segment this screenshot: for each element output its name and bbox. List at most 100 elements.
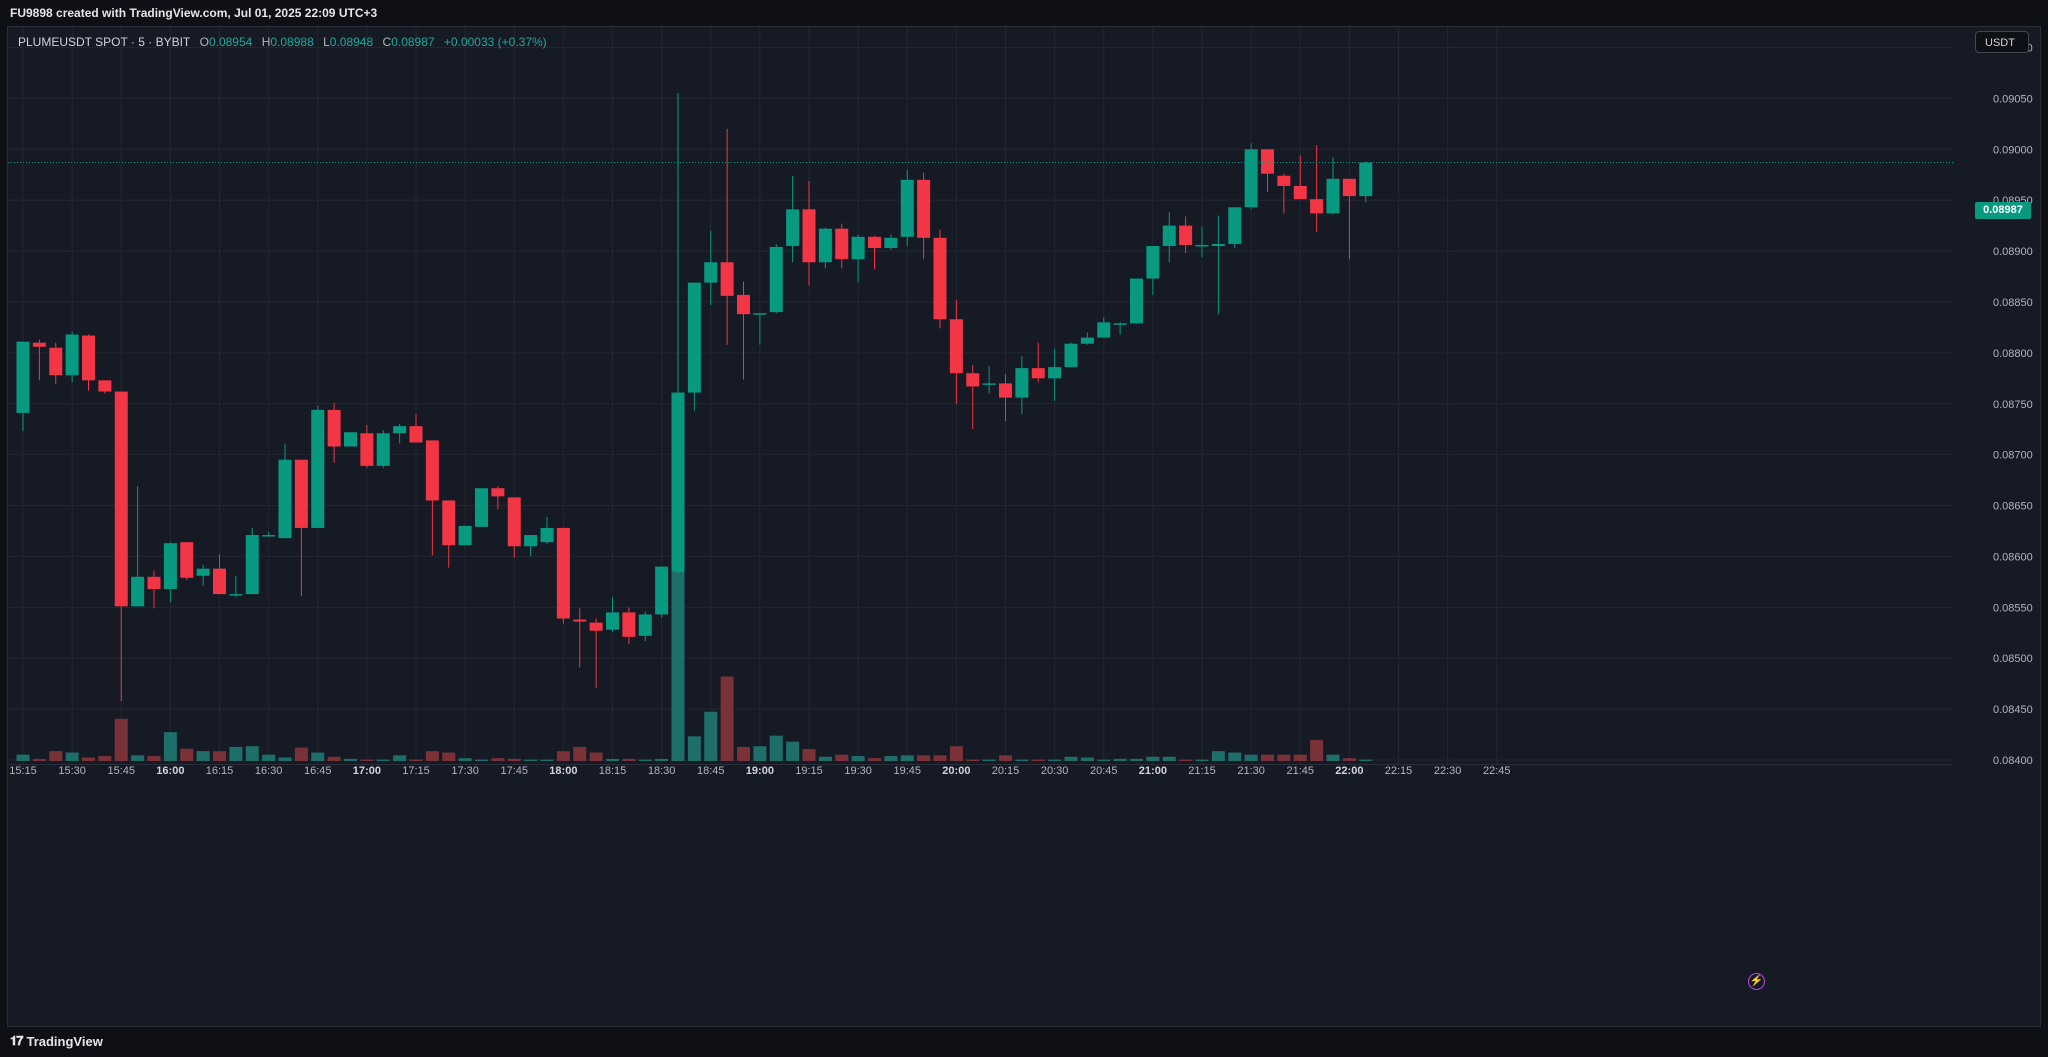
candle-body	[1130, 278, 1143, 324]
legend-open-value: 0.08954	[208, 35, 253, 49]
chart-caption: FU9898 created with TradingView.com, Jul…	[10, 6, 378, 20]
time-axis-label: 19:15	[795, 765, 823, 777]
time-axis-label: 17:15	[402, 765, 430, 777]
legend-change-value: +0.00033 (+0.37%)	[443, 35, 547, 49]
volume-bar	[802, 749, 816, 761]
volume-bar	[344, 758, 357, 761]
candle	[851, 234, 865, 283]
candle-body	[1211, 243, 1225, 246]
time-axis-label: 21:00	[1139, 765, 1167, 777]
volume-bar	[900, 755, 914, 761]
time-axis-label: 16:30	[255, 765, 283, 777]
candle-body	[1277, 175, 1291, 186]
price-axis[interactable]: 0.091000.090500.090000.089500.089000.088…	[1993, 43, 2033, 768]
time-axis-label: 22:30	[1434, 765, 1462, 777]
candle-body	[507, 497, 521, 547]
time-axis-label: 20:00	[942, 765, 970, 777]
volume-bar	[376, 759, 390, 761]
candle	[1031, 342, 1045, 383]
legend-close-label: C	[382, 35, 392, 49]
candle-body	[229, 594, 243, 596]
volume-bar	[425, 751, 439, 761]
candle	[49, 342, 63, 385]
time-axis-label: 18:00	[549, 765, 577, 777]
candle	[1113, 322, 1127, 335]
volume-bar	[818, 756, 832, 761]
candle	[65, 331, 79, 383]
price-chart[interactable]: 0.091000.090500.090000.089500.089000.088…	[8, 27, 2040, 1026]
time-axis-label: 20:30	[1041, 765, 1069, 777]
candle	[786, 175, 800, 263]
time-axis-label: 22:15	[1385, 765, 1413, 777]
time-axis-label: 17:30	[451, 765, 479, 777]
tradingview-logo-icon: 𝟏𝟕	[10, 1033, 24, 1048]
legend-symbol[interactable]: PLUMEUSDT SPOT · 5 · BYBIT	[18, 35, 191, 49]
candle-body	[949, 319, 963, 374]
chart-panel[interactable]: 0.091000.090500.090000.089500.089000.088…	[7, 26, 2041, 1027]
candle-body	[999, 383, 1012, 398]
candle	[475, 488, 488, 527]
candle-body	[638, 614, 652, 636]
volume-bar	[360, 759, 374, 761]
candle-body	[540, 527, 554, 543]
candle	[311, 405, 325, 528]
candle	[180, 542, 194, 580]
time-axis-label: 17:45	[500, 765, 528, 777]
candle-body	[1310, 199, 1324, 214]
candle-body	[982, 383, 996, 385]
candle-body	[327, 409, 341, 447]
candle-body	[868, 236, 881, 249]
candle	[1179, 216, 1193, 254]
candle-body	[769, 247, 783, 313]
candle	[589, 618, 603, 688]
tradingview-branding[interactable]: 𝟏𝟕 TradingView	[10, 1032, 103, 1050]
volume-bar	[1211, 751, 1225, 761]
candle	[622, 607, 636, 644]
candle	[213, 554, 226, 595]
candle	[818, 227, 832, 269]
volume-bar	[1064, 756, 1078, 761]
candle-body	[1015, 368, 1029, 398]
volume-bar	[851, 756, 865, 761]
candle-body	[556, 527, 570, 619]
volume-bar	[82, 757, 95, 761]
volume-bar	[737, 746, 750, 761]
price-axis-label: 0.08600	[1993, 551, 2033, 563]
candle	[114, 391, 128, 701]
volume-bar	[213, 751, 226, 761]
candle-body	[687, 282, 701, 393]
candle-body	[294, 459, 308, 528]
volume-bar	[1080, 757, 1094, 761]
candle-body	[180, 542, 194, 578]
price-axis-label: 0.08450	[1993, 704, 2033, 716]
candle	[868, 235, 881, 270]
candle	[344, 432, 357, 447]
candle-body	[900, 179, 914, 237]
candle	[393, 424, 407, 444]
time-axis-label: 17:00	[353, 765, 381, 777]
candle	[425, 440, 439, 556]
lightning-icon[interactable]: ⚡	[1748, 973, 1765, 990]
candle-body	[1293, 185, 1307, 200]
candle-body	[163, 543, 177, 589]
time-axis-label: 22:00	[1335, 765, 1363, 777]
candle	[507, 497, 521, 558]
candle-body	[1326, 178, 1340, 214]
price-axis-label: 0.08500	[1993, 653, 2033, 665]
currency-button[interactable]: USDT	[1975, 31, 2029, 53]
time-axis-label: 22:45	[1483, 765, 1511, 777]
volume-bar	[245, 746, 259, 761]
candle	[1244, 143, 1258, 210]
volume-bar	[163, 732, 177, 761]
price-axis-label: 0.08800	[1993, 348, 2033, 360]
time-axis[interactable]: 15:15 15:30 15:45 16:00 16:15 16:30 16:45 17:00…	[9, 765, 1510, 777]
candle	[1162, 212, 1176, 263]
volume-bar	[753, 746, 767, 761]
price-axis-label: 0.08650	[1993, 501, 2033, 513]
volume-bar	[1097, 759, 1111, 761]
candle	[1277, 173, 1291, 214]
candle-body	[1031, 368, 1045, 379]
symbol-legend[interactable]: PLUMEUSDT SPOT · 5 · BYBIT O0.08954 H0.0…	[18, 35, 553, 49]
candle	[1064, 342, 1078, 368]
volume-bar	[786, 741, 800, 761]
